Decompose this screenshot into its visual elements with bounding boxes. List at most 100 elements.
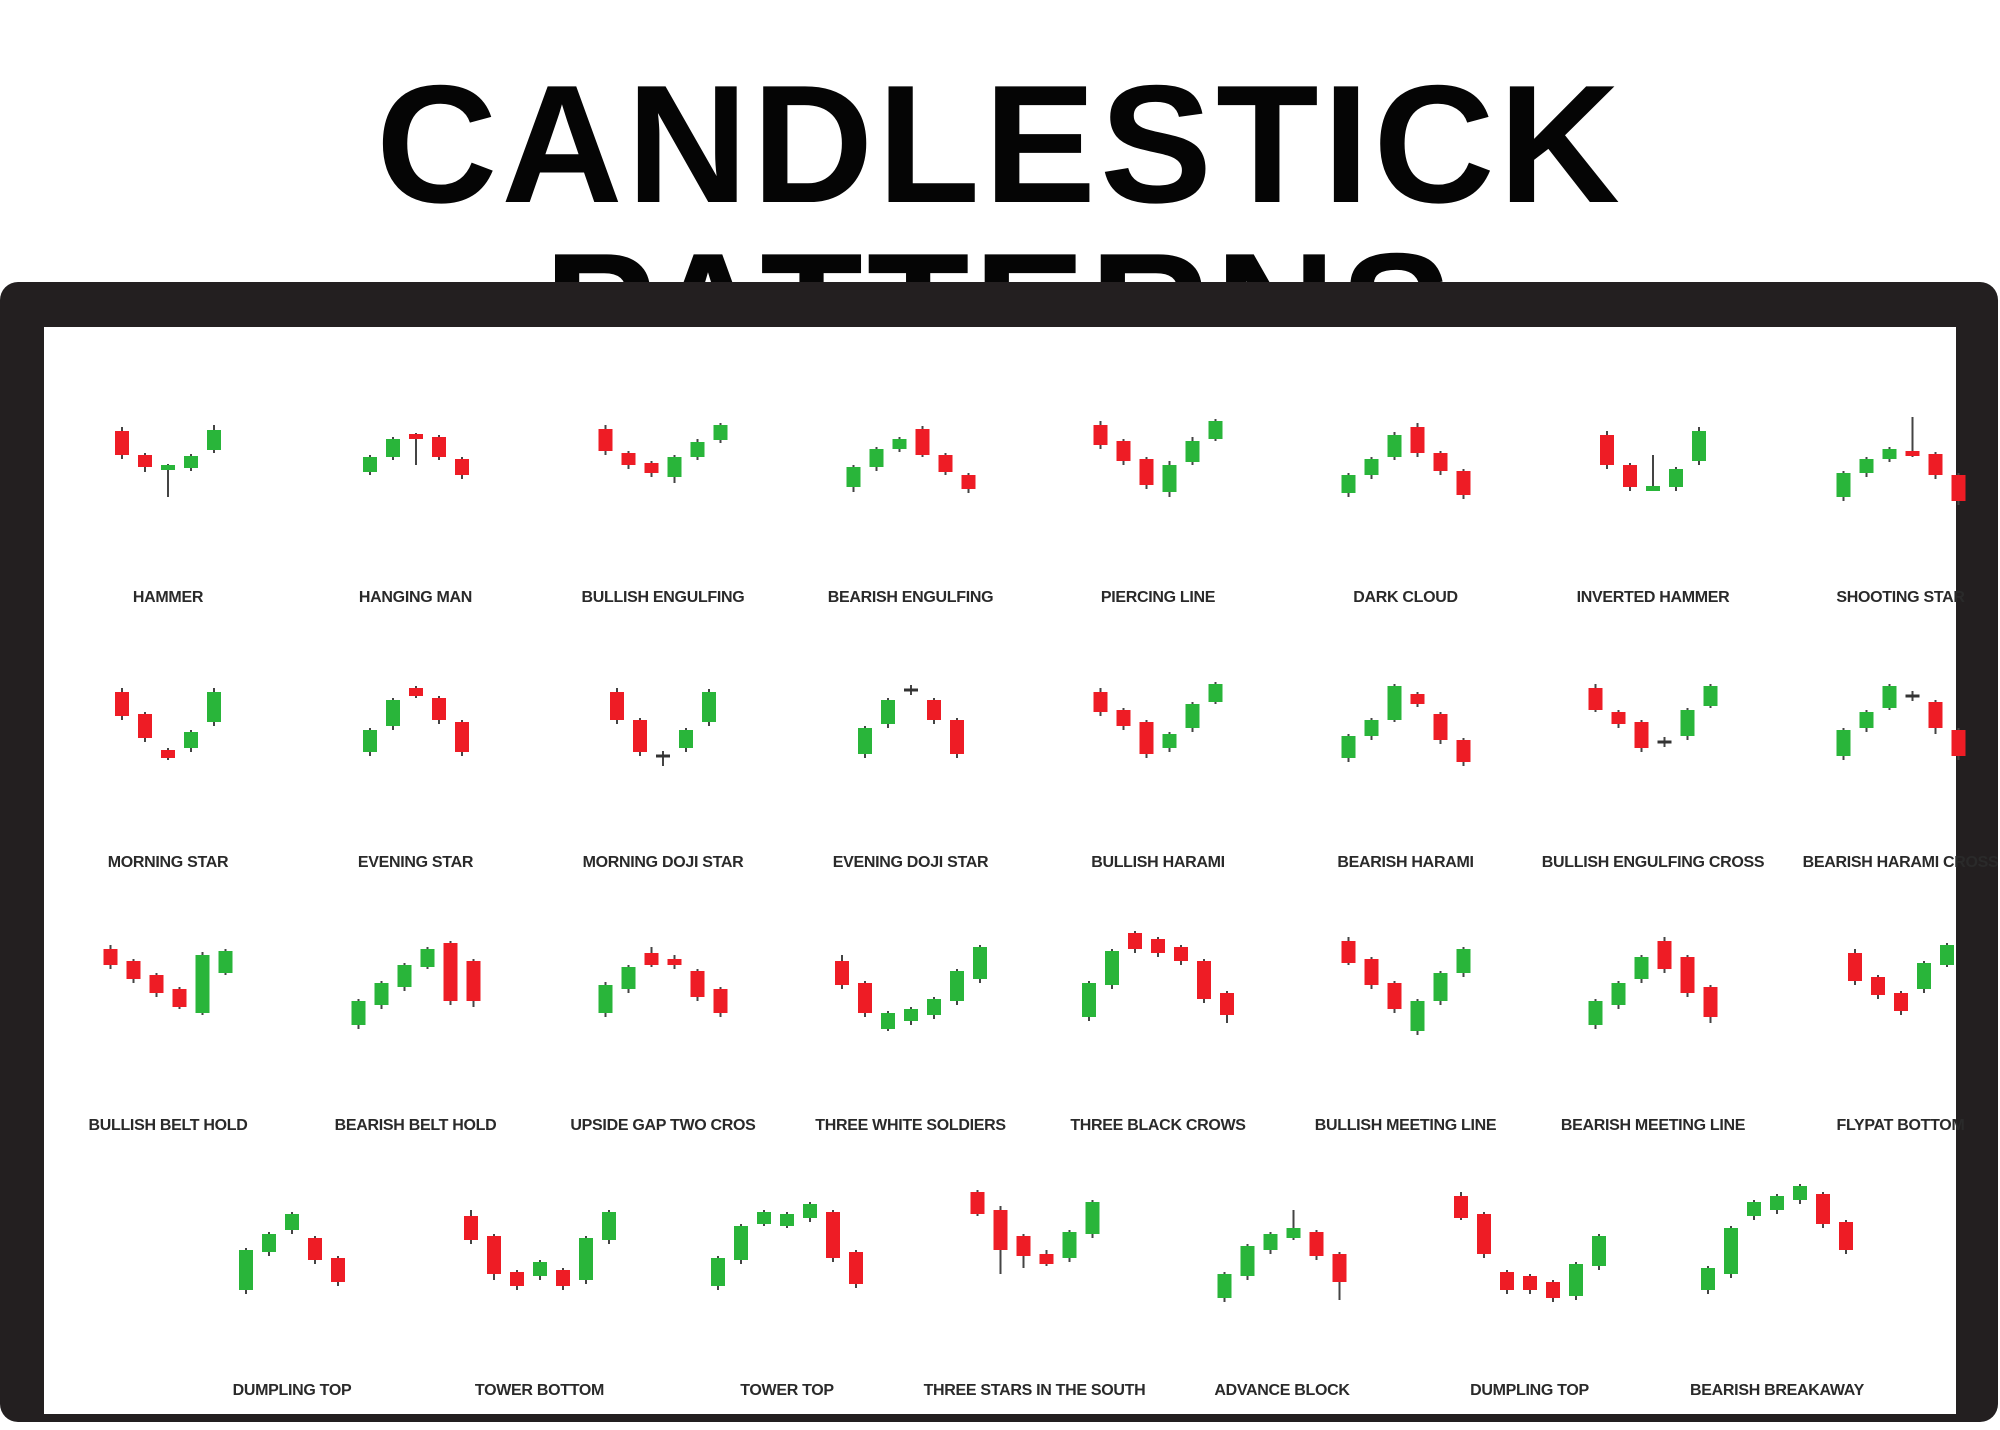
candle-body	[1692, 431, 1706, 461]
candle-body	[1816, 1194, 1830, 1224]
bearish-candle	[1151, 937, 1165, 957]
bearish-candle	[849, 1250, 863, 1288]
pattern-chart	[1533, 367, 1773, 567]
candle-body	[633, 720, 647, 752]
bullish-candle	[702, 689, 716, 726]
candle-body	[1341, 736, 1355, 758]
bullish-candle	[1456, 947, 1470, 977]
candle-body	[161, 750, 175, 758]
pattern-chart	[791, 367, 1031, 567]
candle-body	[1871, 977, 1885, 995]
candle-body	[1151, 939, 1165, 953]
candle-body	[1287, 1228, 1301, 1238]
bearish-candle	[1094, 688, 1108, 716]
candle-body	[1882, 686, 1896, 708]
bearish-candle	[127, 959, 141, 983]
bearish-candle	[835, 955, 849, 989]
pattern-label: INVERTED HAMMER	[1513, 589, 1793, 607]
bullish-candle	[1287, 1210, 1301, 1240]
pattern-label: EVENING DOJI STAR	[771, 854, 1051, 872]
candle-body	[1836, 473, 1850, 497]
candle-body	[1364, 459, 1378, 475]
pattern-chart	[1657, 1160, 1897, 1360]
candle-body	[599, 429, 613, 451]
bearish-candle	[1589, 684, 1603, 712]
candle-body	[668, 457, 682, 477]
candle-body	[1669, 469, 1683, 487]
candle-body	[1140, 722, 1154, 754]
pattern-evening-star: EVENING STAR	[296, 632, 536, 902]
candle-body	[881, 700, 895, 724]
bullish-candle	[196, 952, 210, 1015]
bearish-candle	[1016, 1234, 1030, 1268]
candle-body	[1410, 1001, 1424, 1031]
pattern-chart	[543, 895, 783, 1095]
candle-body	[1016, 1236, 1030, 1256]
pattern-label: MORNING DOJI STAR	[523, 854, 803, 872]
candle-body	[1600, 435, 1614, 465]
pattern-chart	[1038, 367, 1278, 567]
bearish-candle	[938, 453, 952, 475]
bullish-candle	[1186, 437, 1200, 465]
candle-body	[1589, 1001, 1603, 1025]
pattern-upside-gap-two-cros: UPSIDE GAP TWO CROS	[543, 895, 783, 1165]
bullish-candle	[1364, 457, 1378, 479]
pattern-chart	[1286, 367, 1526, 567]
candle-body	[961, 475, 975, 489]
pattern-label: EVENING STAR	[276, 854, 556, 872]
pattern-label: BULLISH MEETING LINE	[1266, 1117, 1546, 1135]
bullish-candle	[1836, 728, 1850, 760]
pattern-tower-bottom: TOWER BOTTOM	[420, 1160, 660, 1430]
bullish-candle	[184, 454, 198, 471]
bearish-candle	[927, 698, 941, 724]
pattern-chart	[1410, 1160, 1650, 1360]
candle-body	[1859, 712, 1873, 728]
pattern-bearish-meeting-line: BEARISH MEETING LINE	[1533, 895, 1773, 1165]
candle-body	[1094, 692, 1108, 712]
candle-body	[1951, 475, 1965, 501]
candle-body	[610, 692, 624, 720]
candle-body	[1928, 454, 1942, 475]
pattern-tower-top: TOWER TOP	[667, 1160, 907, 1430]
pattern-evening-doji-star: EVENING DOJI STAR	[791, 632, 1031, 902]
bullish-candle	[1209, 419, 1223, 441]
candle-body	[858, 728, 872, 754]
pattern-label: BEARISH BELT HOLD	[276, 1117, 556, 1135]
candle-body	[409, 688, 423, 696]
candle-body	[104, 949, 118, 965]
pattern-label: BULLISH ENGULFING CROSS	[1513, 854, 1793, 872]
pattern-chart	[48, 895, 288, 1095]
bullish-candle	[219, 949, 233, 975]
bullish-candle	[1105, 949, 1119, 989]
pattern-bullish-meeting-line: BULLISH MEETING LINE	[1286, 895, 1526, 1165]
bullish-candle	[1836, 471, 1850, 501]
candle-body	[138, 455, 152, 467]
doji-candle	[1905, 691, 1919, 701]
candle-body	[1209, 684, 1223, 702]
pattern-bearish-harami-cross: BEARISH HARAMI CROSS	[1781, 632, 2000, 902]
pattern-chart	[1781, 367, 2000, 567]
bearish-candle	[1894, 991, 1908, 1015]
candle-body	[1410, 694, 1424, 704]
bearish-candle	[1546, 1280, 1560, 1302]
bullish-candle	[1341, 734, 1355, 762]
pattern-bullish-harami: BULLISH HARAMI	[1038, 632, 1278, 902]
bullish-candle	[1859, 457, 1873, 477]
bearish-candle	[1681, 955, 1695, 997]
candle-body	[881, 1013, 895, 1029]
pattern-label: THREE STARS IN THE SOUTH	[895, 1382, 1175, 1400]
bearish-candle	[1333, 1252, 1347, 1300]
bearish-candle	[432, 696, 446, 724]
bullish-candle	[803, 1202, 817, 1222]
candle-body	[1635, 722, 1649, 748]
candle-body	[115, 692, 129, 716]
candle-body	[1387, 983, 1401, 1009]
bullish-candle	[714, 423, 728, 443]
candle-body	[239, 1250, 253, 1290]
candle-body	[950, 720, 964, 754]
bearish-candle	[443, 941, 457, 1005]
bullish-candle	[1241, 1244, 1255, 1280]
candle-body	[858, 983, 872, 1013]
pattern-dark-cloud: DARK CLOUD	[1286, 367, 1526, 637]
bearish-candle	[138, 453, 152, 472]
